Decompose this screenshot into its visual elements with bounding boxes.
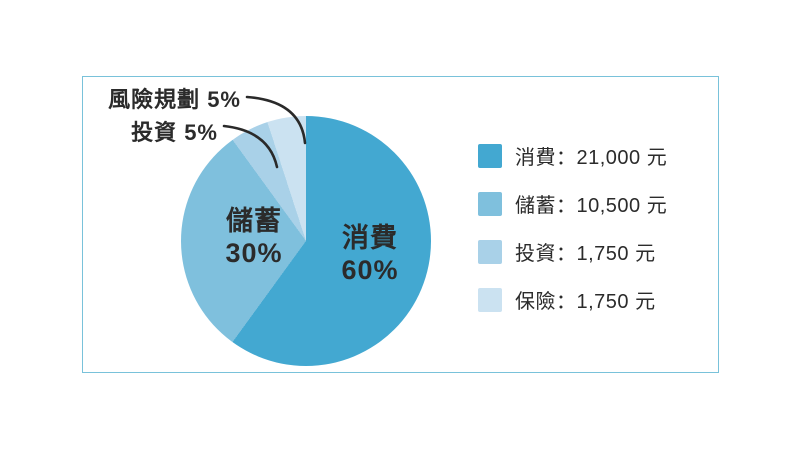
callout-label-risk-planning: 風險規劃 5% [108, 87, 241, 112]
legend: 消費：21,000 元 儲蓄：10,500 元 投資：1,750 元 保險：1,… [478, 143, 668, 313]
legend-swatch-savings [478, 191, 502, 216]
slice-label-consumption-percent: 60% [341, 255, 399, 285]
slice-label-savings-percent: 30% [225, 238, 283, 268]
slice-label-savings: 儲蓄 30% [194, 205, 314, 269]
slice-label-consumption: 消費 60% [310, 222, 430, 286]
legend-label-insurance: 保險：1,750 元 [515, 291, 656, 313]
callout-label-investment: 投資 5% [131, 120, 218, 145]
slice-label-savings-name: 儲蓄 [226, 206, 282, 236]
legend-label-investment: 投資：1,750 元 [515, 243, 656, 265]
legend-swatch-consumption [478, 143, 502, 168]
legend-swatch-investment [478, 239, 502, 264]
legend-swatch-insurance [478, 287, 502, 312]
legend-label-savings: 儲蓄：10,500 元 [515, 195, 668, 217]
legend-item-savings: 儲蓄：10,500 元 [478, 191, 668, 217]
pie-chart [181, 116, 431, 366]
chart-panel: 風險規劃 5% 投資 5% 消費 60% 儲蓄 30% 消費：21,000 元 … [82, 76, 719, 373]
legend-item-investment: 投資：1,750 元 [478, 239, 667, 265]
legend-item-insurance: 保險：1,750 元 [478, 287, 667, 313]
slice-label-consumption-name: 消費 [342, 223, 398, 253]
legend-item-consumption: 消費：21,000 元 [478, 143, 668, 169]
legend-label-consumption: 消費：21,000 元 [515, 147, 668, 169]
